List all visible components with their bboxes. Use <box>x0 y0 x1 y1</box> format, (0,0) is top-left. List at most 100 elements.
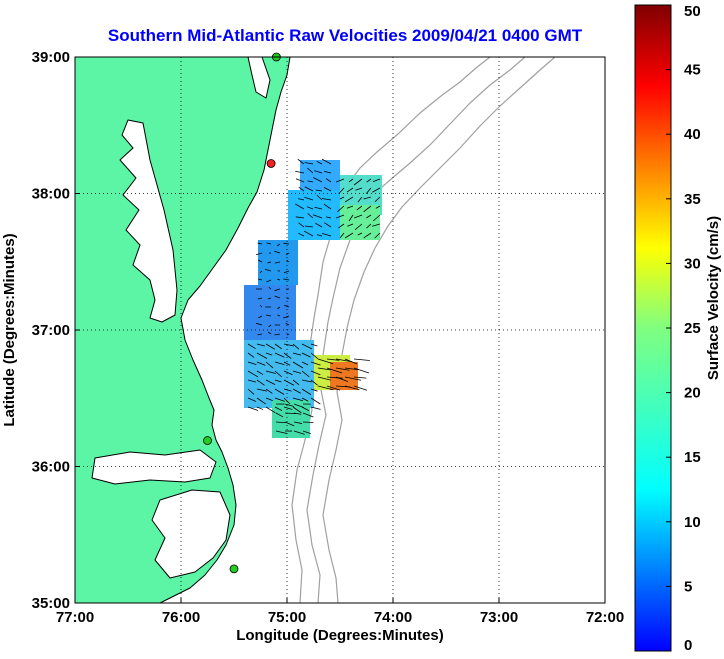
velocity-arrow <box>265 352 273 356</box>
colorbar-tick-label: 40 <box>684 126 701 143</box>
velocity-arrow <box>298 232 305 237</box>
velocity-arrow <box>355 187 363 191</box>
velocity-arrow <box>372 223 381 227</box>
lat-lon-grid <box>75 57 605 603</box>
velocity-arrow <box>346 187 354 193</box>
velocity-arrow <box>283 397 291 405</box>
velocity-arrow <box>285 322 290 326</box>
velocity-arrow <box>274 288 281 292</box>
velocity-arrow <box>354 223 363 231</box>
colorbar-tick-label: 0 <box>684 637 692 654</box>
chesapeake-bay <box>119 119 178 323</box>
velocity-arrow <box>347 223 354 227</box>
velocity-arrow <box>307 213 314 219</box>
velocity-arrow <box>274 370 283 378</box>
coverage-cell <box>340 205 380 240</box>
velocity-arrow <box>274 406 283 411</box>
velocity-arrow <box>372 178 381 183</box>
velocity-arrow <box>366 223 372 229</box>
velocity-arrow <box>284 421 295 427</box>
albemarle-sound <box>91 449 217 485</box>
velocity-arrow <box>344 358 358 365</box>
velocity-arrow <box>304 225 314 228</box>
velocity-arrow <box>321 158 332 165</box>
coverage-cell <box>244 285 296 340</box>
velocity-arrow <box>344 367 359 371</box>
velocity-arrow <box>301 343 313 350</box>
velocity-arrow <box>335 367 350 371</box>
velocity-arrow <box>274 261 281 264</box>
velocity-arrow <box>344 196 354 203</box>
velocity-arrow <box>317 367 331 371</box>
velocity-arrow <box>298 222 305 228</box>
velocity-arrow <box>339 196 345 200</box>
velocity-arrow <box>293 403 304 408</box>
velocity-arrow <box>310 379 318 386</box>
velocity-arrow <box>283 406 293 410</box>
velocity-arrow <box>274 388 285 395</box>
velocity-arrow <box>335 376 349 382</box>
velocity-arrow <box>317 376 331 381</box>
velocity-arrow <box>301 370 310 378</box>
velocity-arrow <box>257 278 263 281</box>
velocity-arrow <box>353 367 370 374</box>
velocity-arrow <box>339 232 345 239</box>
velocity-arrow <box>283 242 290 245</box>
colorbar-tick-label: 10 <box>684 514 701 531</box>
velocity-arrow <box>292 397 304 402</box>
velocity-arrow <box>247 361 257 366</box>
velocity-arrow <box>286 297 290 300</box>
velocity-arrow <box>283 388 292 392</box>
land-and-coastline <box>74 56 291 604</box>
velocity-arrow <box>297 158 305 165</box>
velocity-vectors <box>247 158 381 435</box>
velocity-arrow <box>315 222 323 228</box>
velocity-arrow <box>292 343 300 350</box>
radar-site-marker <box>203 436 212 445</box>
velocity-arrow <box>268 324 272 328</box>
velocity-arrow <box>268 286 272 290</box>
velocity-arrow <box>265 370 276 374</box>
coverage-cell <box>300 160 340 190</box>
velocity-arrow <box>256 370 264 375</box>
velocity-arrow <box>284 412 297 415</box>
velocity-arrow <box>257 297 263 300</box>
velocity-arrow <box>293 430 305 435</box>
velocity-arrow <box>283 270 290 274</box>
colorbar-tick-label: 5 <box>684 578 692 595</box>
velocity-arrow <box>283 379 295 386</box>
velocity-arrow <box>304 196 314 201</box>
velocity-arrow <box>353 385 368 391</box>
colorbar-scale <box>634 4 672 652</box>
velocity-arrow <box>324 170 332 174</box>
velocity-arrow <box>265 379 276 385</box>
velocity-arrow <box>312 214 323 219</box>
velocity-arrow <box>247 406 259 411</box>
velocity-arrow <box>274 343 282 350</box>
velocity-arrow <box>298 186 305 192</box>
velocity-arrow <box>363 196 372 200</box>
velocity-arrow <box>353 178 363 186</box>
velocity-arrow <box>326 367 343 374</box>
y-tick-label: 38:00 <box>32 186 70 203</box>
colorbar-tick-label: 50 <box>684 3 701 20</box>
velocity-arrow <box>366 178 372 183</box>
velocity-arrow <box>256 343 265 347</box>
velocity-arrow <box>323 187 332 192</box>
velocity-arrow <box>316 161 323 165</box>
velocity-arrow <box>357 232 363 236</box>
colorbar-ticks: 0 5 10 15 20 25 30 35 40 45 50 <box>666 3 701 654</box>
velocity-arrow <box>283 361 291 366</box>
velocity-arrow <box>265 361 274 369</box>
velocity-arrow <box>265 406 276 414</box>
velocity-arrow <box>307 180 314 183</box>
velocity-arrow <box>357 196 363 203</box>
velocity-arrow <box>335 214 345 219</box>
x-tick-label: 77:00 <box>56 609 94 626</box>
velocity-arrow <box>310 370 321 376</box>
map-title: Southern Mid-Atlantic Raw Velocities 200… <box>108 26 583 45</box>
velocity-arrow <box>346 205 354 209</box>
velocity-arrow <box>277 314 281 317</box>
colorbar-tick-label: 20 <box>684 385 701 402</box>
x-tick-label: 74:00 <box>374 609 412 626</box>
